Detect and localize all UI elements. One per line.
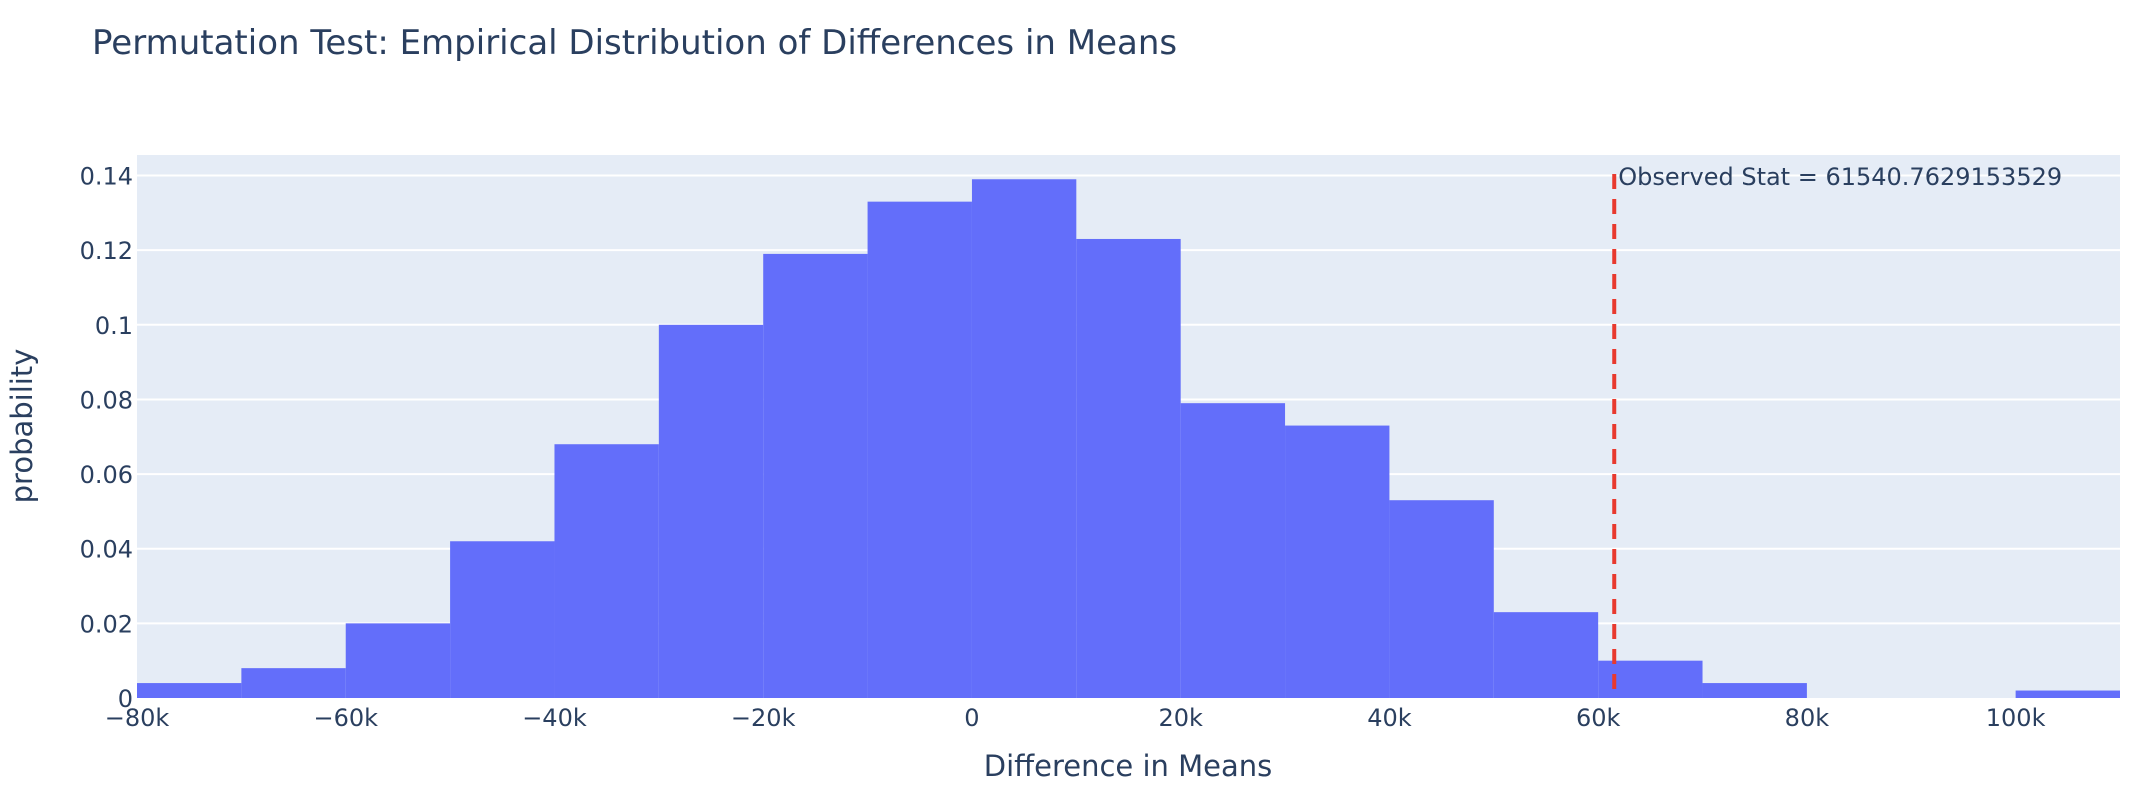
x-axis-ticks: −80k −60k −40k −20k 0 20k 40k 60k 80k 100k: [105, 704, 2046, 732]
histogram-bar: [241, 668, 346, 698]
x-tick-label: −20k: [731, 704, 796, 732]
chart-title: Permutation Test: Empirical Distribution…: [92, 23, 1177, 63]
histogram-bar: [867, 201, 972, 699]
histogram-bar: [1180, 403, 1286, 698]
x-tick-label: 100k: [1986, 704, 2046, 732]
y-tick-label: 0: [118, 685, 133, 713]
histogram-bar: [1285, 425, 1390, 698]
observed-stat-marker: Observed Stat = 61540.7629153529: [1612, 163, 2062, 698]
histogram-bar: [763, 253, 868, 698]
histogram-bars: [137, 179, 2120, 699]
x-axis-title: Difference in Means: [984, 749, 1273, 783]
x-tick-label: 80k: [1785, 704, 1830, 732]
y-tick-label: 0.06: [80, 461, 133, 489]
x-tick-label: −40k: [522, 704, 587, 732]
y-tick-label: 0.1: [95, 312, 133, 340]
x-tick-label: 0: [964, 704, 979, 732]
histogram-bar: [971, 179, 1077, 698]
x-tick-label: −80k: [105, 704, 170, 732]
y-tick-label: 0.02: [80, 610, 133, 638]
histogram-bar: [554, 444, 659, 698]
x-tick-label: 40k: [1367, 704, 1412, 732]
y-axis-ticks: 0 0.02 0.04 0.06 0.08 0.1 0.12 0.14: [80, 163, 133, 713]
y-axis-title: probability: [5, 349, 39, 504]
x-tick-label: −60k: [313, 704, 378, 732]
histogram-bar: [345, 623, 451, 698]
y-tick-label: 0.12: [80, 237, 133, 265]
histogram-bar: [1702, 683, 1807, 698]
x-tick-label: 60k: [1576, 704, 1621, 732]
observed-stat-label: Observed Stat = 61540.7629153529: [1618, 163, 2062, 191]
y-tick-label: 0.14: [80, 163, 133, 191]
y-tick-label: 0.08: [80, 386, 133, 414]
histogram-bar: [1493, 612, 1599, 698]
x-tick-label: 20k: [1158, 704, 1203, 732]
histogram-bar: [658, 324, 764, 698]
y-tick-label: 0.04: [80, 536, 133, 564]
histogram-bar: [2015, 690, 2120, 698]
histogram-bar: [450, 541, 555, 698]
histogram-bar: [1076, 238, 1181, 699]
histogram-bar: [137, 683, 242, 698]
histogram-bar: [1389, 500, 1494, 698]
